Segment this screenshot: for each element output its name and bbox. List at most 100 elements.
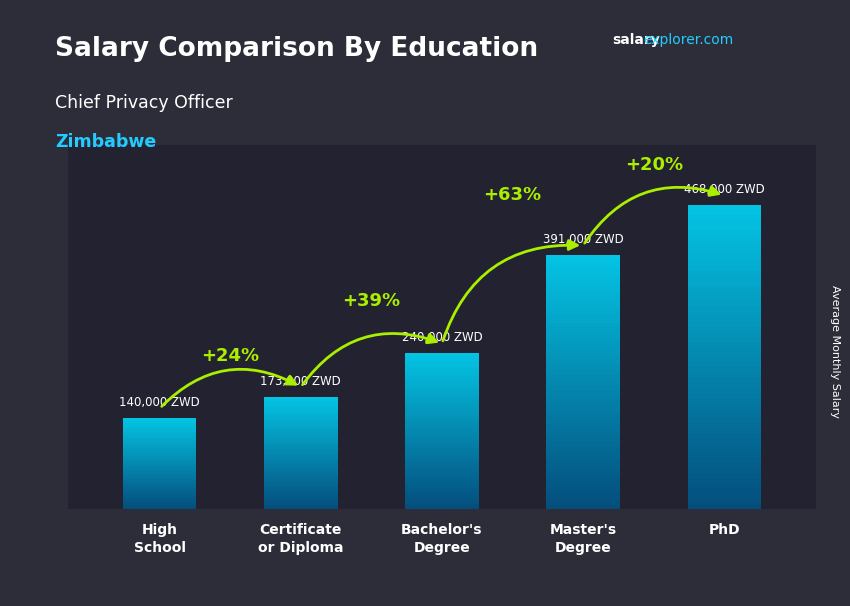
Bar	[264, 428, 337, 430]
Bar	[264, 427, 337, 428]
Bar	[547, 319, 620, 323]
Bar	[547, 471, 620, 475]
Text: 468,000 ZWD: 468,000 ZWD	[684, 183, 765, 196]
Bar	[123, 429, 196, 430]
Bar	[688, 378, 761, 382]
Bar	[405, 465, 479, 467]
Bar	[264, 440, 337, 442]
Bar	[123, 431, 196, 433]
Bar	[123, 492, 196, 494]
Text: 140,000 ZWD: 140,000 ZWD	[119, 396, 200, 409]
Bar	[688, 387, 761, 393]
Bar	[123, 501, 196, 503]
Bar	[688, 418, 761, 423]
Bar	[264, 468, 337, 470]
Bar	[123, 458, 196, 459]
Bar	[264, 492, 337, 494]
Bar	[123, 430, 196, 431]
Bar	[547, 382, 620, 387]
Bar	[547, 420, 620, 424]
Bar	[688, 484, 761, 489]
Text: 391,000 ZWD: 391,000 ZWD	[543, 233, 624, 246]
Bar	[547, 378, 620, 382]
Bar	[547, 357, 620, 361]
Bar	[264, 457, 337, 459]
Bar	[264, 397, 337, 399]
Bar	[264, 500, 337, 502]
Bar	[405, 358, 479, 361]
Bar	[123, 495, 196, 497]
Bar	[688, 464, 761, 468]
Bar	[123, 473, 196, 474]
Bar	[547, 327, 620, 331]
Bar	[123, 456, 196, 458]
Bar	[264, 442, 337, 444]
Bar	[264, 485, 337, 487]
Bar	[547, 445, 620, 450]
Bar	[405, 483, 479, 485]
Bar	[688, 215, 761, 221]
Bar	[405, 478, 479, 481]
Bar	[405, 356, 479, 358]
Bar	[264, 504, 337, 505]
Bar	[688, 307, 761, 311]
Bar	[405, 452, 479, 454]
Bar	[123, 484, 196, 485]
Bar	[123, 424, 196, 425]
Bar	[688, 357, 761, 362]
Bar	[688, 448, 761, 453]
Text: Salary Comparison By Education: Salary Comparison By Education	[55, 36, 538, 62]
Bar	[688, 301, 761, 307]
Bar	[405, 485, 479, 488]
Bar	[547, 479, 620, 484]
Bar	[405, 398, 479, 400]
Bar	[264, 454, 337, 457]
Bar	[264, 449, 337, 451]
Bar	[405, 467, 479, 470]
Bar	[123, 453, 196, 454]
Bar	[264, 444, 337, 445]
Bar	[547, 289, 620, 293]
Bar	[688, 225, 761, 230]
Bar	[688, 438, 761, 443]
Bar	[688, 342, 761, 347]
Bar	[123, 467, 196, 468]
Bar	[264, 421, 337, 423]
Bar	[688, 311, 761, 316]
Bar	[264, 406, 337, 408]
Bar	[123, 418, 196, 419]
Bar	[405, 382, 479, 384]
Bar	[547, 302, 620, 306]
Bar	[405, 434, 479, 436]
Bar	[547, 315, 620, 319]
Text: +20%: +20%	[625, 156, 683, 174]
Bar	[688, 398, 761, 402]
Bar	[405, 416, 479, 418]
Text: 173,000 ZWD: 173,000 ZWD	[260, 375, 341, 388]
Bar	[547, 441, 620, 445]
Bar	[547, 403, 620, 407]
Bar	[405, 504, 479, 507]
Bar	[123, 435, 196, 436]
Bar	[264, 436, 337, 438]
Bar	[264, 505, 337, 507]
Bar	[405, 405, 479, 408]
Bar	[264, 445, 337, 447]
Bar	[547, 454, 620, 458]
Bar	[405, 493, 479, 496]
Bar	[405, 410, 479, 413]
Bar	[688, 453, 761, 458]
Bar	[405, 424, 479, 426]
Bar	[688, 266, 761, 271]
Bar	[123, 470, 196, 471]
Bar	[547, 255, 620, 259]
Bar	[123, 427, 196, 429]
Bar	[264, 401, 337, 402]
Bar	[123, 485, 196, 486]
Bar	[264, 413, 337, 416]
Bar	[405, 428, 479, 431]
Bar	[264, 408, 337, 410]
Bar	[405, 387, 479, 390]
Bar	[405, 353, 479, 356]
Bar	[688, 428, 761, 433]
